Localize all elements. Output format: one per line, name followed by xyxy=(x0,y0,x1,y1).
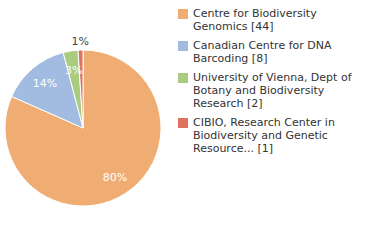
legend-label: Centre for BiodiversityGenomics [44] xyxy=(193,7,317,33)
legend-swatch xyxy=(178,73,188,83)
pie-slice xyxy=(5,50,161,206)
legend-label: Canadian Centre for DNABarcoding [8] xyxy=(193,39,332,65)
legend: Centre for BiodiversityGenomics [44] Cana… xyxy=(178,7,353,155)
legend-item: CIBIO, Research Center inBiodiversity an… xyxy=(178,116,335,155)
chart: 80% 14% 3% 1% Centre for BiodiversityGenomic… xyxy=(0,0,380,240)
pie-slice xyxy=(78,50,83,128)
pie-slice xyxy=(63,50,83,128)
data-label: 14% xyxy=(33,77,57,90)
legend-item: University of Vienna, Dept ofBotany and … xyxy=(178,71,353,110)
data-label: 80% xyxy=(103,171,127,184)
legend-swatch xyxy=(178,41,188,51)
legend-item: Canadian Centre for DNABarcoding [8] xyxy=(178,39,332,65)
data-label: 1% xyxy=(71,35,88,48)
data-labels: 80% 14% 3% 1% xyxy=(33,35,127,184)
legend-label: CIBIO, Research Center inBiodiversity an… xyxy=(193,116,335,155)
pie xyxy=(5,50,161,206)
legend-item: Centre for BiodiversityGenomics [44] xyxy=(178,7,317,33)
legend-label: University of Vienna, Dept ofBotany and … xyxy=(193,71,353,110)
legend-swatch xyxy=(178,118,188,128)
legend-swatch xyxy=(178,9,188,19)
data-label: 3% xyxy=(65,64,82,77)
pie-slice xyxy=(12,53,83,128)
